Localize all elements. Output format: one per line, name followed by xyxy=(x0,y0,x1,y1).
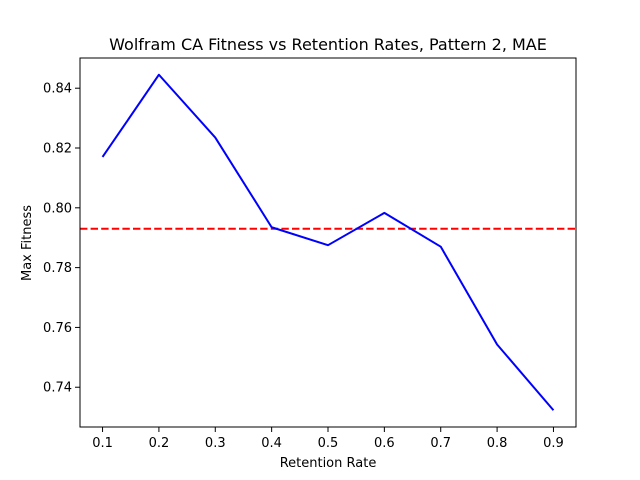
chart-title: Wolfram CA Fitness vs Retention Rates, P… xyxy=(109,35,547,54)
y-axis-label: Max Fitness xyxy=(20,205,35,281)
y-tick-label: 0.74 xyxy=(43,381,72,396)
x-tick-label: 0.5 xyxy=(318,436,339,451)
x-tick-label: 0.2 xyxy=(149,436,170,451)
y-tick-label: 0.80 xyxy=(43,201,72,216)
plot-area: 0.1 0.2 0.3 0.4 0.5 0.6 0.7 0.8 0.9 0.74 0.76 0.78 0… xyxy=(43,57,577,451)
x-tick-label: 0.8 xyxy=(487,436,508,451)
y-tick-label: 0.84 xyxy=(43,82,72,97)
x-tick-label: 0.4 xyxy=(261,436,282,451)
y-tick-label: 0.76 xyxy=(43,321,72,336)
x-axis-label: Retention Rate xyxy=(280,456,377,471)
x-tick-label: 0.9 xyxy=(543,436,564,451)
x-tick-label: 0.6 xyxy=(374,436,395,451)
x-tick-label: 0.7 xyxy=(430,436,451,451)
y-tick-label: 0.78 xyxy=(43,261,72,276)
x-tick-label: 0.1 xyxy=(92,436,113,451)
y-tick-label: 0.82 xyxy=(43,142,72,157)
x-tick-label: 0.3 xyxy=(205,436,226,451)
